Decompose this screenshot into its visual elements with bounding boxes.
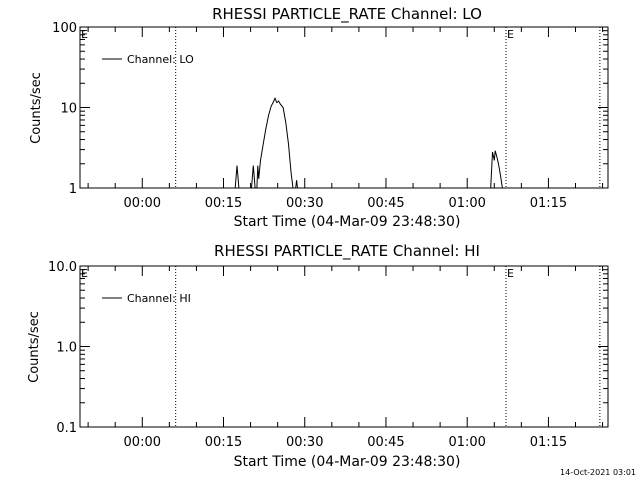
legend: Channel: HI — [102, 292, 191, 305]
x-tick-label: 00:30 — [286, 196, 323, 211]
y-tick-label: 10 — [60, 102, 77, 117]
y-tick-label: 0.1 — [56, 421, 77, 436]
event-lines — [175, 266, 601, 427]
plot-frame — [79, 265, 609, 428]
x-tick-label: 01:15 — [530, 196, 567, 211]
x-tick-label: 00:00 — [124, 196, 161, 211]
x-tick-label: 01:00 — [448, 435, 485, 450]
y-tick-label: 1.0 — [56, 341, 77, 356]
chart-title: RHESSI PARTICLE_RATE Channel: LO — [212, 5, 482, 24]
event-marker: E — [507, 28, 514, 41]
x-axis-label: Start Time (04-Mar-09 23:48:30) — [234, 454, 461, 470]
y-axis-label: Counts/sec — [29, 72, 44, 144]
series-line — [295, 180, 298, 189]
chart-title: RHESSI PARTICLE_RATE Channel: HI — [214, 242, 480, 261]
series-line — [251, 165, 256, 189]
event-marker: E — [507, 267, 514, 280]
series-line — [490, 150, 503, 189]
footer-timestamp: 14-Oct-2021 03:01 — [560, 468, 636, 477]
x-tick-label: 00:45 — [367, 435, 404, 450]
x-tick-label: 01:00 — [448, 196, 485, 211]
x-tick-label: 00:15 — [205, 435, 242, 450]
series-line — [256, 97, 294, 189]
x-tick-label: 00:45 — [367, 196, 404, 211]
hi-channel-panel: RHESSI PARTICLE_RATE Channel: HI 0.1 1.0 1… — [27, 242, 609, 470]
x-tick-label: 00:00 — [124, 435, 161, 450]
x-tick-label: 00:30 — [286, 435, 323, 450]
y-tick-label: 10.0 — [48, 260, 77, 275]
series-line — [234, 165, 240, 189]
event-marker: E — [81, 28, 88, 41]
event-lines — [175, 27, 601, 188]
lo-channel-panel: RHESSI PARTICLE_RATE Channel: LO 110100 … — [29, 5, 609, 230]
x-axis-label: Start Time (04-Mar-09 23:48:30) — [234, 214, 461, 230]
x-axis: 00:00 00:15 00:30 00:45 01:00 01:15 — [87, 266, 604, 450]
x-tick-label: 00:15 — [205, 196, 242, 211]
plot-frame — [79, 26, 609, 189]
event-marker: E — [81, 267, 88, 280]
y-tick-label: 100 — [52, 21, 77, 36]
y-tick-label: 1 — [69, 182, 77, 197]
series-lo — [234, 97, 503, 189]
legend-label: Channel: HI — [127, 292, 191, 305]
legend: Channel: LO — [102, 53, 194, 66]
y-axis: 0.1 1.0 10.0 — [48, 260, 608, 436]
y-axis-label: Counts/sec — [27, 311, 42, 383]
y-axis: 1 10 100 — [52, 21, 608, 197]
x-axis: 00:00 00:15 00:30 00:45 01:00 01:15 — [87, 27, 604, 211]
legend-label: Channel: LO — [127, 53, 194, 66]
x-tick-label: 01:15 — [530, 435, 567, 450]
